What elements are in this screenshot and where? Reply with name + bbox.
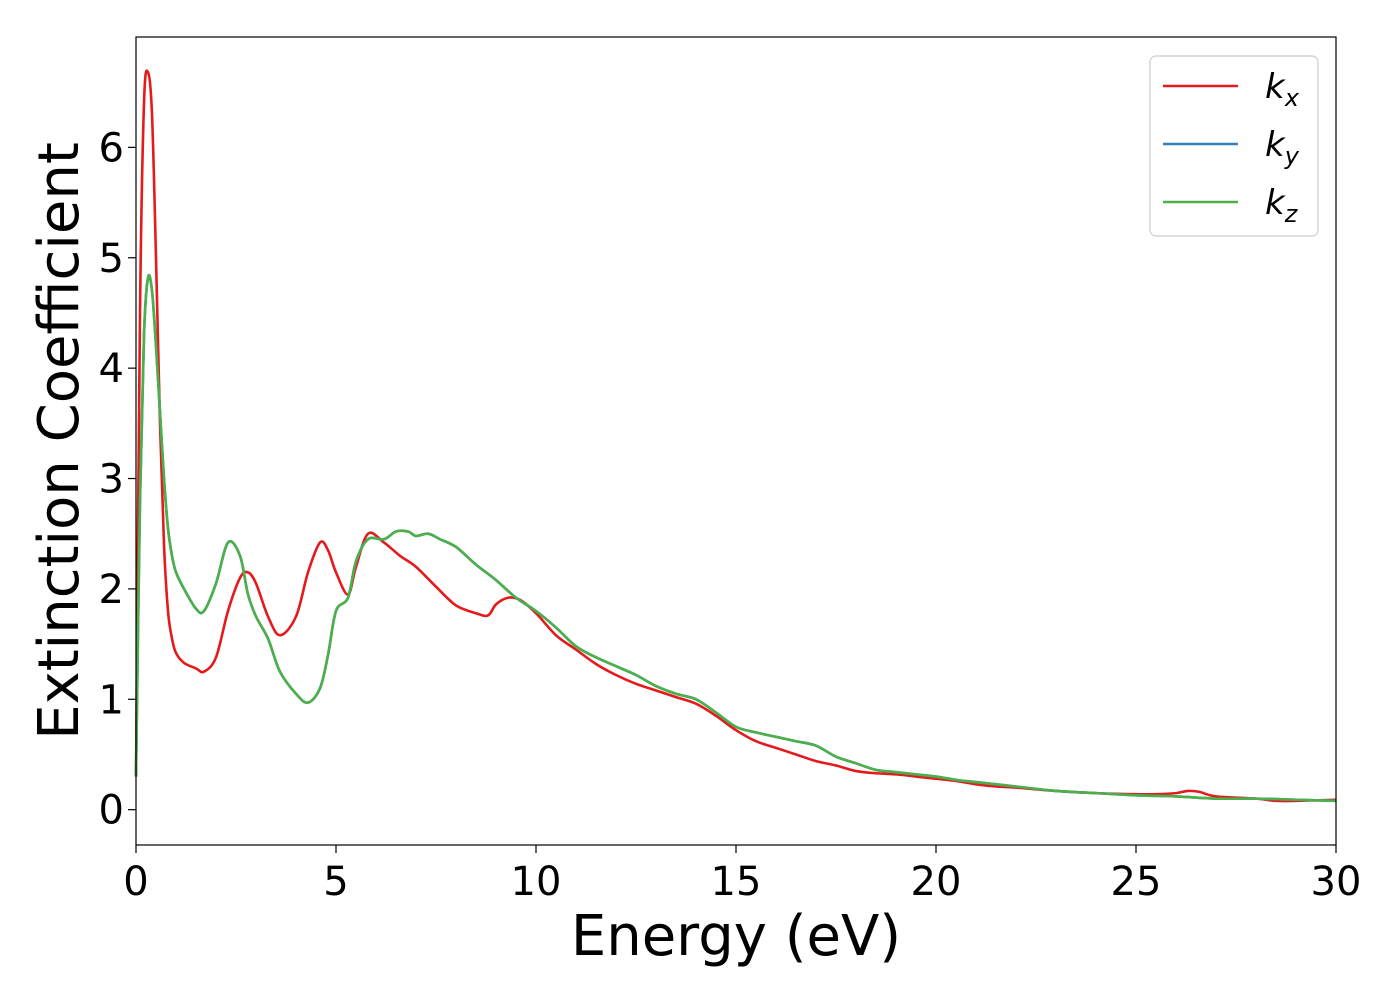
y-tick-label: 3 [99,457,124,503]
legend-box [1149,55,1319,237]
y-axis-ticks: 0 1 2 3 4 5 6 [99,125,136,834]
y-tick-label: 5 [99,236,124,282]
y-tick-label: 0 [99,788,124,834]
series-line-ky [134,273,1337,803]
x-tick-label: 30 [1311,859,1362,905]
series-layer [134,69,1337,803]
legend-entry-kx: kx [1163,67,1300,112]
series-line-kz [134,273,1337,803]
y-axis-label: Extinction Coefficient [27,142,92,740]
legend-label: ky [1265,125,1300,170]
legend-entry-ky: ky [1163,125,1300,170]
x-tick-label: 10 [511,859,562,905]
x-tick-label: 5 [323,859,348,905]
legend-label: kx [1265,67,1300,112]
x-tick-label: 0 [123,859,148,905]
x-axis-ticks: 0 5 10 15 20 25 30 [123,845,1361,905]
x-axis-label: Energy (eV) [571,904,901,969]
x-tick-label: 20 [911,859,962,905]
legend-entries: kx ky kz [1163,67,1300,228]
legend-label: kz [1265,183,1299,228]
x-tick-label: 15 [711,859,762,905]
legend-entry-kz: kz [1163,183,1299,228]
y-tick-label: 1 [99,677,124,723]
y-tick-label: 4 [99,346,124,392]
legend: kx ky kz [1149,55,1319,237]
y-tick-label: 6 [99,125,124,171]
x-tick-label: 25 [1111,859,1162,905]
y-tick-label: 2 [99,567,124,613]
series-line-kx [134,69,1337,803]
